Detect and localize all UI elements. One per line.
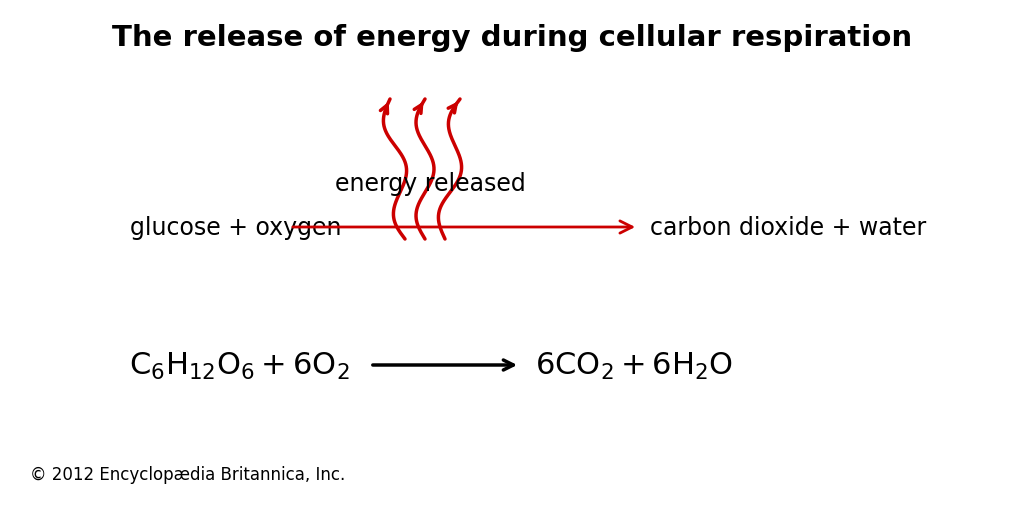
Text: $\mathrm{C_6H_{12}O_6 + 6O_2}$: $\mathrm{C_6H_{12}O_6 + 6O_2}$ bbox=[129, 350, 350, 381]
Text: energy released: energy released bbox=[335, 172, 525, 195]
Text: $\mathrm{6CO_2 + 6H_2O}$: $\mathrm{6CO_2 + 6H_2O}$ bbox=[535, 350, 733, 381]
Text: glucose + oxygen: glucose + oxygen bbox=[130, 216, 341, 239]
Text: © 2012 Encyclopædia Britannica, Inc.: © 2012 Encyclopædia Britannica, Inc. bbox=[30, 465, 345, 483]
Text: The release of energy during cellular respiration: The release of energy during cellular re… bbox=[112, 24, 912, 52]
Text: carbon dioxide + water: carbon dioxide + water bbox=[650, 216, 927, 239]
